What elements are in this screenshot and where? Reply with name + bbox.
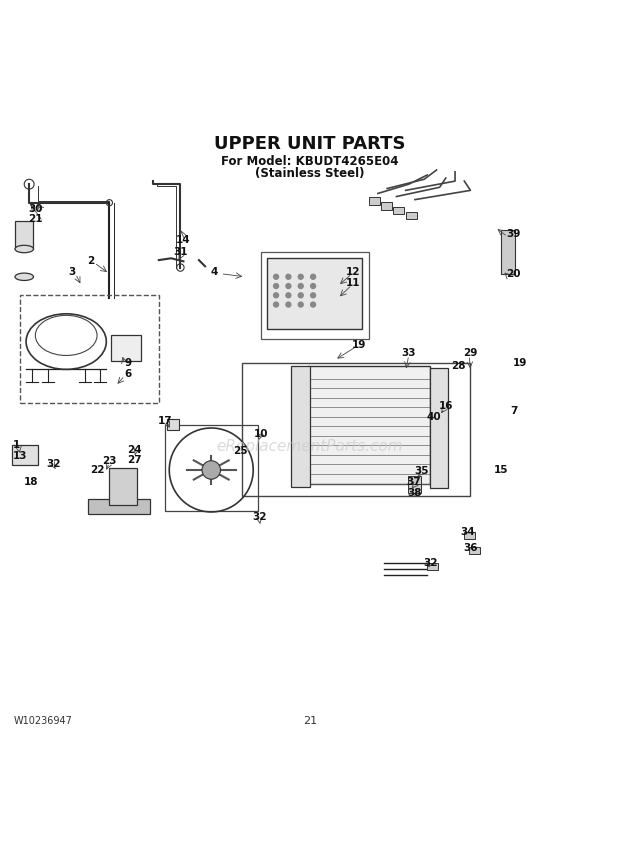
Bar — [307, 366, 430, 484]
Text: 23: 23 — [102, 455, 117, 466]
Circle shape — [273, 302, 278, 307]
Text: 35: 35 — [414, 467, 428, 476]
Circle shape — [311, 302, 316, 307]
Text: 18: 18 — [24, 478, 38, 487]
Bar — [427, 562, 438, 570]
Text: 24: 24 — [126, 444, 141, 455]
Text: 15: 15 — [494, 465, 508, 475]
Bar — [242, 363, 471, 496]
Bar — [369, 197, 379, 205]
Bar — [20, 295, 159, 403]
Text: 1: 1 — [13, 440, 20, 450]
Circle shape — [202, 461, 221, 479]
Bar — [109, 468, 137, 505]
Bar — [167, 419, 179, 431]
Text: 27: 27 — [126, 455, 141, 465]
Bar — [407, 484, 421, 493]
Bar — [407, 476, 421, 484]
Text: 39: 39 — [507, 229, 521, 239]
Circle shape — [286, 283, 291, 288]
Circle shape — [298, 293, 303, 298]
Circle shape — [298, 274, 303, 279]
Circle shape — [273, 293, 278, 298]
Ellipse shape — [15, 273, 33, 281]
Text: 32: 32 — [423, 557, 438, 568]
Circle shape — [286, 293, 291, 298]
Bar — [291, 366, 310, 487]
Bar — [502, 230, 515, 274]
Circle shape — [286, 274, 291, 279]
Circle shape — [273, 274, 278, 279]
Text: 19: 19 — [352, 340, 366, 349]
Text: 34: 34 — [460, 526, 475, 537]
Bar — [111, 336, 141, 361]
Text: For Model: KBUDT4265E04: For Model: KBUDT4265E04 — [221, 155, 399, 168]
Text: (Stainless Steel): (Stainless Steel) — [255, 167, 365, 181]
Bar — [381, 202, 392, 210]
Text: 16: 16 — [438, 401, 453, 412]
Circle shape — [311, 274, 316, 279]
Circle shape — [286, 302, 291, 307]
Text: 25: 25 — [234, 447, 248, 456]
Text: 19: 19 — [513, 358, 527, 368]
Circle shape — [273, 283, 278, 288]
Text: 10: 10 — [254, 429, 268, 439]
Bar — [464, 532, 476, 539]
Bar — [15, 221, 33, 249]
Text: 12: 12 — [346, 267, 360, 277]
Bar — [260, 252, 369, 338]
Text: 4: 4 — [211, 267, 218, 277]
Text: W10236947: W10236947 — [14, 716, 73, 726]
Text: 32: 32 — [46, 459, 61, 469]
Text: 21: 21 — [28, 214, 43, 224]
Ellipse shape — [15, 246, 33, 253]
Bar — [405, 212, 417, 219]
Text: 14: 14 — [176, 235, 191, 245]
Circle shape — [311, 293, 316, 298]
Text: 3: 3 — [69, 267, 76, 277]
Bar — [165, 425, 257, 511]
Bar — [267, 259, 363, 330]
Text: 9: 9 — [125, 358, 131, 368]
Text: 2: 2 — [87, 256, 94, 266]
Text: 21: 21 — [303, 716, 317, 726]
Circle shape — [298, 302, 303, 307]
Text: 32: 32 — [252, 513, 267, 522]
Text: 28: 28 — [451, 361, 466, 372]
Text: 40: 40 — [426, 412, 441, 422]
Text: 37: 37 — [406, 478, 421, 487]
Text: 30: 30 — [28, 204, 43, 214]
Text: 22: 22 — [90, 465, 104, 475]
Text: 36: 36 — [463, 544, 478, 553]
Text: eReplacementParts.com: eReplacementParts.com — [216, 439, 404, 454]
Text: 33: 33 — [402, 348, 416, 358]
Bar — [430, 368, 448, 489]
Text: 6: 6 — [124, 369, 131, 378]
Bar — [12, 445, 38, 465]
Circle shape — [311, 283, 316, 288]
Text: 31: 31 — [173, 247, 188, 257]
Text: 13: 13 — [12, 451, 27, 461]
Text: 11: 11 — [346, 278, 360, 288]
Text: 29: 29 — [463, 348, 477, 358]
Bar — [88, 499, 149, 514]
Text: 7: 7 — [510, 406, 517, 416]
Bar — [393, 207, 404, 215]
Text: 17: 17 — [157, 416, 172, 425]
Text: UPPER UNIT PARTS: UPPER UNIT PARTS — [215, 135, 405, 153]
Text: 20: 20 — [507, 269, 521, 279]
Bar — [469, 546, 481, 554]
Circle shape — [298, 283, 303, 288]
Text: 38: 38 — [408, 488, 422, 498]
